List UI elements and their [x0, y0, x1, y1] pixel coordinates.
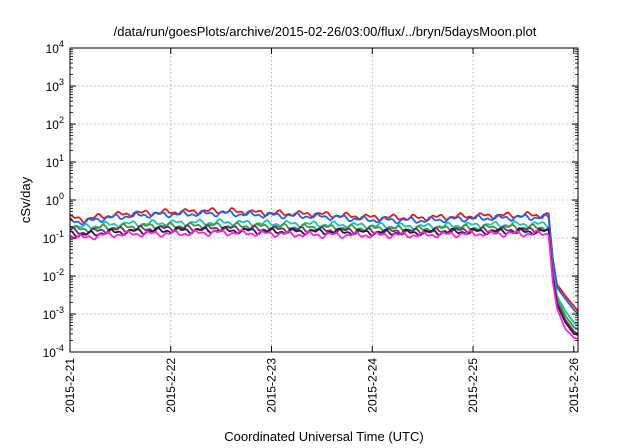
series-line	[69, 226, 579, 336]
ticks: 10-4 10-3 10-2 10-1 100 101 102 103 104 2015-2-21…	[43, 39, 581, 413]
x-tick-label: 2015-2-24	[365, 358, 379, 413]
y-axis-label: cSv/day	[18, 176, 33, 223]
x-tick-label: 2015-2-21	[63, 358, 77, 413]
y-tick-label: 10-3	[43, 305, 64, 322]
y-tick-label: 10-4	[43, 343, 64, 360]
y-tick-label: 104	[46, 39, 64, 56]
x-tick-label: 2015-2-26	[567, 358, 581, 413]
y-tick-label: 10-2	[43, 267, 64, 284]
y-tick-label: 102	[46, 115, 64, 132]
x-tick-label: 2015-2-25	[466, 358, 480, 413]
x-axis-label: Coordinated Universal Time (UTC)	[224, 429, 423, 444]
series-line	[69, 221, 579, 330]
y-tick-label: 10-1	[43, 229, 64, 246]
series-line	[69, 228, 579, 340]
series-group	[69, 207, 579, 340]
x-tick-label: 2015-2-23	[265, 358, 279, 413]
chart-title: /data/run/goesPlots/archive/2015-02-26/0…	[114, 24, 537, 39]
series-line	[69, 218, 579, 327]
y-tick-label: 103	[46, 77, 64, 94]
y-tick-label: 100	[46, 191, 64, 208]
x-tick-label: 2015-2-22	[164, 358, 178, 413]
y-tick-label: 101	[46, 153, 64, 170]
series-line	[69, 209, 579, 315]
